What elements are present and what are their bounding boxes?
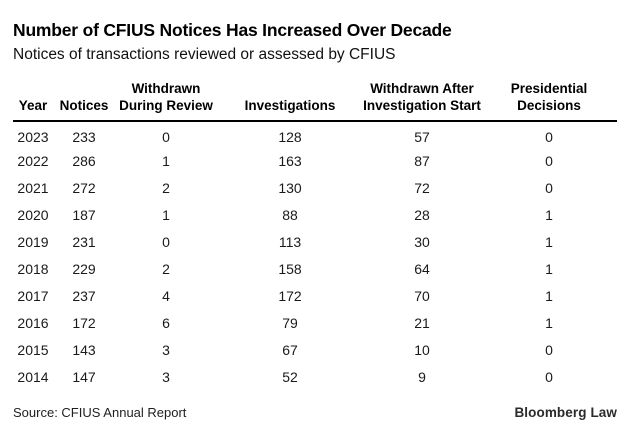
value-cell: 272 xyxy=(72,180,96,197)
value-cell: 0 xyxy=(545,180,553,197)
year-cell: 2022 xyxy=(17,153,49,170)
table-row: 2015 143 3 67 10 0 xyxy=(13,337,617,364)
table-row: 2023 233 0 128 57 0 xyxy=(13,121,617,148)
value-cell: 6 xyxy=(162,315,170,332)
value-cell: 172 xyxy=(278,288,302,305)
table-row: 2019 231 0 113 30 1 xyxy=(13,229,617,256)
value-cell: 1 xyxy=(162,153,170,170)
table-header-row: Year Notices Withdrawn During Review Inv… xyxy=(13,81,617,122)
table-body: 2023 233 0 128 57 0 2022 286 1 163 87 0 2021 272 2 130 7… xyxy=(13,121,617,391)
year-cell: 2015 xyxy=(17,342,49,359)
value-cell: 158 xyxy=(278,261,302,278)
value-cell: 0 xyxy=(545,342,553,359)
value-cell: 70 xyxy=(414,288,430,305)
value-cell: 52 xyxy=(282,369,298,386)
value-cell: 147 xyxy=(72,369,96,386)
year-cell: 2019 xyxy=(17,234,49,251)
column-header-year: Year xyxy=(13,81,53,122)
value-cell: 1 xyxy=(545,315,553,332)
year-cell: 2016 xyxy=(17,315,49,332)
table-row: 2020 187 1 88 28 1 xyxy=(13,202,617,229)
table-row: 2021 272 2 130 72 0 xyxy=(13,175,617,202)
column-header-investigations: Investigations xyxy=(217,81,363,122)
value-cell: 2 xyxy=(162,261,170,278)
value-cell: 0 xyxy=(545,128,553,145)
column-header-notices: Notices xyxy=(53,81,115,122)
table-row: 2014 147 3 52 9 0 xyxy=(13,364,617,391)
value-cell: 9 xyxy=(418,369,426,386)
value-cell: 67 xyxy=(282,342,298,359)
value-cell: 163 xyxy=(278,153,302,170)
value-cell: 1 xyxy=(545,234,553,251)
value-cell: 231 xyxy=(72,234,96,251)
value-cell: 229 xyxy=(72,261,96,278)
table-row: 2022 286 1 163 87 0 xyxy=(13,148,617,175)
value-cell: 3 xyxy=(162,342,170,359)
value-cell: 0 xyxy=(162,128,170,145)
value-cell: 72 xyxy=(414,180,430,197)
table-header: Year Notices Withdrawn During Review Inv… xyxy=(13,81,617,122)
value-cell: 3 xyxy=(162,369,170,386)
value-cell: 130 xyxy=(278,180,302,197)
table-row: 2016 172 6 79 21 1 xyxy=(13,310,617,337)
value-cell: 237 xyxy=(72,288,96,305)
value-cell: 0 xyxy=(162,234,170,251)
value-cell: 28 xyxy=(414,207,430,224)
value-cell: 0 xyxy=(545,153,553,170)
value-cell: 172 xyxy=(72,315,96,332)
bloomberg-law-logo: Bloomberg Law xyxy=(514,404,617,420)
table-row: 2018 229 2 158 64 1 xyxy=(13,256,617,283)
year-cell: 2017 xyxy=(17,288,49,305)
value-cell: 1 xyxy=(545,261,553,278)
year-cell: 2021 xyxy=(17,180,49,197)
year-cell: 2020 xyxy=(17,207,49,224)
value-cell: 64 xyxy=(414,261,430,278)
column-header-presidential-decisions: Presidential Decisions xyxy=(481,81,617,122)
figure-footer: Source: CFIUS Annual Report Bloomberg La… xyxy=(13,405,617,420)
value-cell: 30 xyxy=(414,234,430,251)
source-note: Source: CFIUS Annual Report xyxy=(13,404,187,420)
value-cell: 88 xyxy=(282,207,298,224)
value-cell: 0 xyxy=(545,369,553,386)
value-cell: 1 xyxy=(545,207,553,224)
value-cell: 21 xyxy=(414,315,430,332)
page-subtitle: Notices of transactions reviewed or asse… xyxy=(13,46,396,63)
value-cell: 57 xyxy=(414,128,430,145)
value-cell: 2 xyxy=(162,180,170,197)
value-cell: 10 xyxy=(414,342,430,359)
value-cell: 87 xyxy=(414,153,430,170)
page-title: Number of CFIUS Notices Has Increased Ov… xyxy=(13,20,452,40)
value-cell: 1 xyxy=(162,207,170,224)
cfius-data-table: Year Notices Withdrawn During Review Inv… xyxy=(13,81,617,390)
value-cell: 113 xyxy=(278,234,302,251)
value-cell: 128 xyxy=(278,128,302,145)
year-cell: 2018 xyxy=(17,261,49,278)
value-cell: 187 xyxy=(72,207,96,224)
value-cell: 233 xyxy=(72,128,96,145)
year-cell: 2014 xyxy=(17,369,49,386)
value-cell: 286 xyxy=(72,153,96,170)
column-header-withdrawn-during-review: Withdrawn During Review xyxy=(115,81,217,122)
value-cell: 143 xyxy=(72,342,96,359)
value-cell: 79 xyxy=(282,315,298,332)
column-header-withdrawn-after-investigation-start: Withdrawn After Investigation Start xyxy=(363,81,481,122)
value-cell: 1 xyxy=(545,288,553,305)
value-cell: 4 xyxy=(162,288,170,305)
year-cell: 2023 xyxy=(17,128,49,145)
table-row: 2017 237 4 172 70 1 xyxy=(13,283,617,310)
